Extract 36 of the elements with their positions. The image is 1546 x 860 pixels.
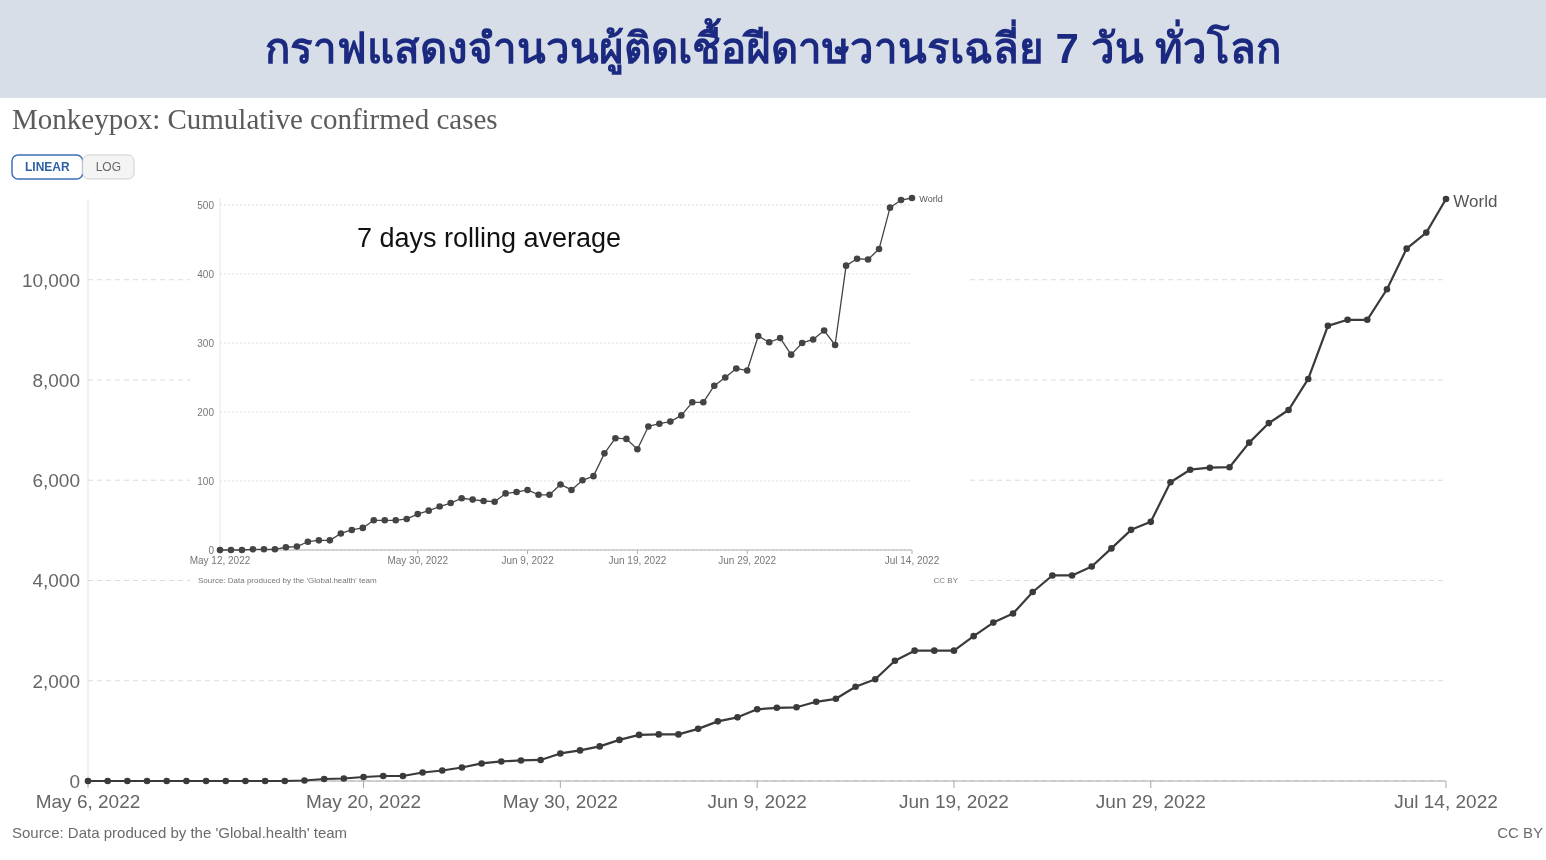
y-tick-label: 0 [208,544,214,556]
annotation: CC BY [1497,824,1543,841]
x-tick-label: May 6, 2022 [35,791,141,812]
chart-subtitle: Monkeypox: Cumulative confirmed cases [12,103,498,135]
x-tick-label: May 20, 2022 [305,791,422,812]
y-tick-label: 400 [197,268,214,280]
x-tick-label: Jun 19, 2022 [899,791,1009,812]
y-tick-label: 200 [197,406,214,418]
y-tick-label: 500 [197,199,214,211]
x-tick-label: Jun 19, 2022 [608,555,667,566]
chart-title: กราฟแสดงจำนวนผู้ติดเชื้อฝีดาษวานรเฉลี่ย 7 วัน ทั่วโลก [264,12,1282,86]
y-tick-label: 10,000 [21,269,80,291]
y-tick-label: 0 [69,770,80,792]
x-tick-label: Jul 14, 2022 [884,555,940,566]
x-tick-label: Jun 9, 2022 [707,791,807,812]
x-tick-label: May 30, 2022 [502,791,618,812]
y-tick-label: 2,000 [32,670,80,692]
y-tick-label: 8,000 [32,369,80,391]
button-label: LOG [95,160,121,175]
series-label: World [919,194,943,205]
button-label: LINEAR [25,160,70,175]
y-tick-label: 100 [197,475,214,487]
x-tick-label: Jun 29, 2022 [1095,791,1206,812]
series-label: World [1453,191,1498,211]
x-tick-label: May 30, 2022 [387,555,448,566]
y-tick-label: 6,000 [32,470,80,492]
x-tick-label: Jun 9, 2022 [501,555,554,566]
annotation: Source: Data produced by the 'Global.health' team [198,576,377,585]
chart-title: 7 days rolling average [356,223,622,253]
annotation: CC BY [933,576,958,585]
x-tick-label: Jul 14, 2022 [1394,791,1498,812]
y-tick-label: 300 [197,337,214,349]
x-tick-label: Jun 29, 2022 [718,555,777,566]
x-tick-label: May 12, 2022 [189,555,251,566]
annotation: Source: Data produced by the 'Global.health' team [12,824,348,841]
y-tick-label: 4,000 [32,570,80,592]
